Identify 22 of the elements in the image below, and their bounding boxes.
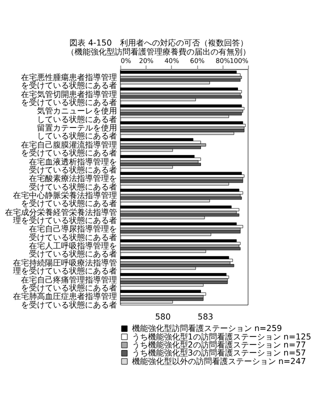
y-tick-label: 在宅血液透析指導管理を受けている状態にある者 — [29, 156, 118, 174]
legend-label: うち機能強化型3の訪問看護ステーション n=57 — [132, 348, 306, 358]
legend-label: 機能強化型訪問看護ステーション n=259 — [132, 323, 282, 334]
chart-subtitle: （機能強化型訪問看護管理療養費の届出の有無別） — [66, 46, 251, 56]
y-tick-label: 在宅自己疼痛管理指導管理を受けている状態にある者 — [21, 274, 118, 292]
y-tick-label: 在宅気管切開患者指導管理を受けている状態にある者 — [21, 88, 118, 107]
y-tick-label: 留置カテーテルを使用している状態にある者 — [37, 122, 118, 141]
y-tick-label: 在宅持続陽圧呼吸療法指導管理を受けている状態にある者 — [13, 257, 118, 276]
chart-title: 図表 4-150 利用者への対応の可否（複数回答） — [69, 37, 248, 48]
y-tick-label: 在宅人工呼吸指導管理を受けている状態にある者 — [29, 240, 118, 259]
y-tick-label: 在宅酸素療法指導管理を受けている状態にある者 — [29, 173, 118, 192]
text: 583 — [198, 312, 214, 322]
y-tick-label: 在宅自己導尿指導管理を受けている状態にある者 — [29, 224, 118, 242]
legend-label: うち機能強化型1の訪問看護ステーション n=125 — [132, 331, 312, 342]
y-tick-label: 在宅悪性腫瘍患者指導管理を受けている状態にある者 — [21, 72, 118, 90]
y-tick-label: 気管カニューレを使用している状態にある者 — [37, 106, 118, 124]
y-tick-label: 在宅中心静脈栄養法指導管理を受けている状態にある者 — [13, 190, 118, 208]
y-tick-label: 在宅肺高血圧症患者指導管理を受けている状態にある者 — [13, 291, 118, 310]
text: 580 — [155, 312, 171, 322]
y-tick-label: 在宅自己腹膜灌流指導管理を受けている状態にある者 — [21, 139, 118, 158]
legend-label: 機能強化型以外の訪問看護ステーション n=247 — [132, 356, 306, 366]
y-tick-label: 在宅成分栄養経管栄養法指導管理を受けている状態にある者 — [5, 206, 118, 226]
